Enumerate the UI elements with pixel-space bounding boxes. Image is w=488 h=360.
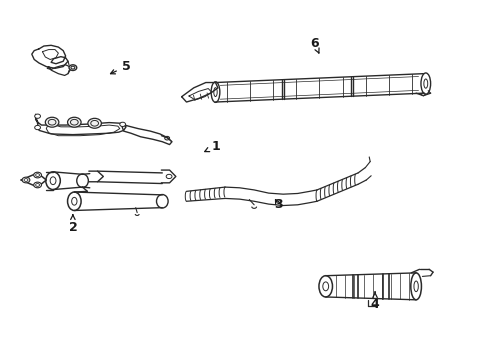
Circle shape [35,114,41,118]
Circle shape [35,125,41,130]
Circle shape [120,122,125,126]
Text: 4: 4 [370,292,379,311]
Text: 6: 6 [310,37,318,53]
Circle shape [69,65,77,71]
Circle shape [22,177,30,183]
Text: 3: 3 [273,198,282,211]
Text: 2: 2 [68,215,77,234]
Circle shape [88,118,101,128]
Circle shape [34,172,41,178]
Circle shape [45,117,59,127]
Text: 5: 5 [110,60,130,74]
Circle shape [34,182,41,188]
Text: 1: 1 [204,140,220,153]
Circle shape [67,117,81,127]
